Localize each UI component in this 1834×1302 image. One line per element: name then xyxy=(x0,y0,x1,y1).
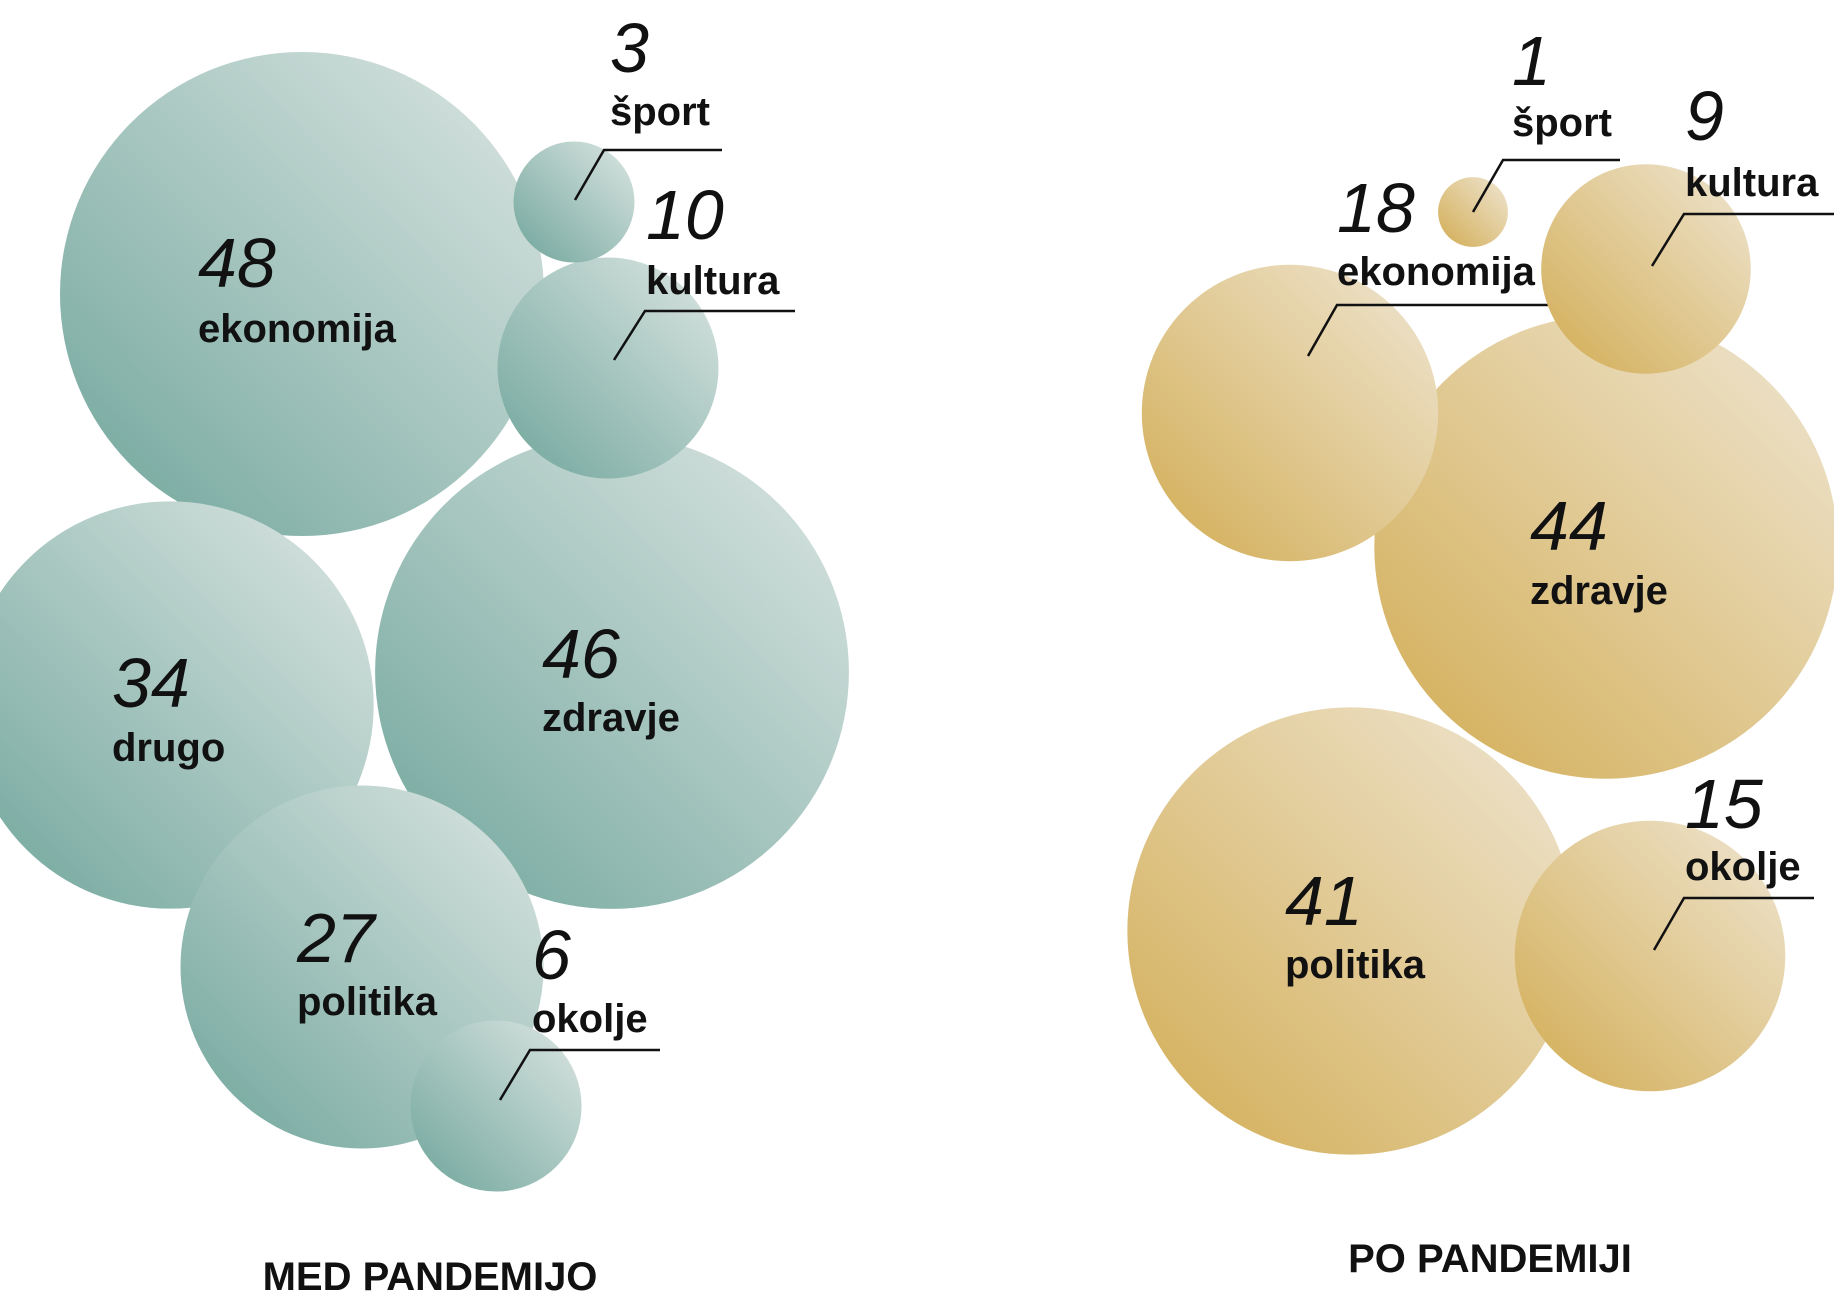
value-label-drugo: 34 xyxy=(112,644,190,722)
chart-title-med-pandemijo: MED PANDEMIJO xyxy=(263,1255,598,1299)
value-label-zdravje: 44 xyxy=(1530,487,1608,565)
category-label-sport: šport xyxy=(610,90,710,134)
value-label-kultura: 10 xyxy=(646,176,724,254)
category-label-sport: šport xyxy=(1512,101,1612,145)
value-label-kultura: 9 xyxy=(1685,77,1724,155)
value-label-politika: 41 xyxy=(1285,862,1363,940)
category-label-politika: politika xyxy=(297,980,438,1024)
leader-line-kultura xyxy=(612,309,795,361)
value-label-okolje: 6 xyxy=(532,916,571,994)
value-label-zdravje: 46 xyxy=(542,615,620,693)
bubble-ekonomija xyxy=(59,51,545,537)
bubble-sport xyxy=(513,141,635,263)
value-label-ekonomija: 18 xyxy=(1337,169,1415,247)
bubble-zdravje xyxy=(375,435,849,909)
bubble-okolje xyxy=(1514,820,1786,1092)
bubble-okolje xyxy=(410,1020,582,1192)
leader-line-ekonomija xyxy=(1306,303,1555,357)
value-label-politika: 27 xyxy=(296,899,378,977)
category-label-zdravje: zdravje xyxy=(1530,569,1668,613)
bubble-kultura xyxy=(1541,164,1751,374)
value-label-okolje: 15 xyxy=(1685,765,1764,843)
bubble-zdravje xyxy=(1374,315,1834,779)
bubble-ekonomija xyxy=(1141,264,1439,562)
category-label-ekonomija: ekonomija xyxy=(1337,250,1536,294)
category-label-okolje: okolje xyxy=(532,997,648,1041)
category-label-okolje: okolje xyxy=(1685,845,1801,889)
leader-line-kultura xyxy=(1650,212,1834,267)
value-label-sport: 1 xyxy=(1512,22,1551,100)
category-label-ekonomija: ekonomija xyxy=(198,307,397,351)
value-label-ekonomija: 48 xyxy=(198,224,276,302)
leader-line-okolje xyxy=(1652,896,1814,951)
category-label-politika: politika xyxy=(1285,943,1426,987)
bubble-kultura xyxy=(497,257,719,479)
chart-title-po-pandemiji: PO PANDEMIJI xyxy=(1348,1237,1632,1281)
category-label-kultura: kultura xyxy=(1685,161,1819,205)
leader-line-sport xyxy=(1471,158,1620,213)
category-label-kultura: kultura xyxy=(646,259,780,303)
category-label-drugo: drugo xyxy=(112,726,225,770)
value-label-sport: 3 xyxy=(610,9,649,87)
leader-line-okolje xyxy=(498,1048,660,1101)
leader-line-sport xyxy=(573,148,722,201)
category-label-zdravje: zdravje xyxy=(542,696,680,740)
bubble-politika xyxy=(1127,707,1575,1155)
